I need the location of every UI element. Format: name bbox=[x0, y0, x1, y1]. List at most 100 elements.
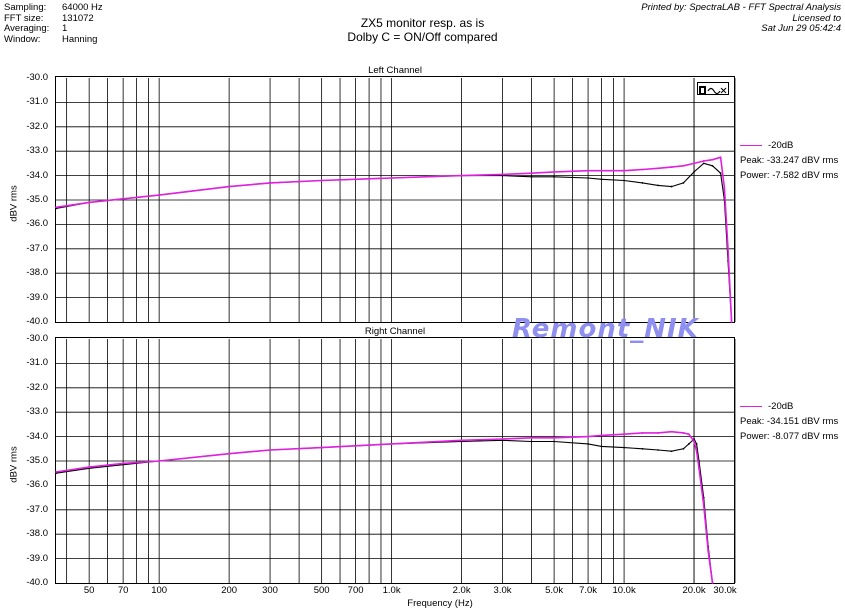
data-point bbox=[670, 185, 673, 188]
right-channel-plot bbox=[55, 339, 736, 584]
data-point bbox=[88, 466, 91, 468]
waveform-icon bbox=[697, 82, 729, 95]
data-point bbox=[693, 162, 695, 165]
y-tick-label: -34.0 bbox=[26, 430, 48, 442]
right-power: Power: -8.077 dBV rms bbox=[740, 431, 839, 442]
data-point bbox=[122, 462, 125, 465]
data-point bbox=[641, 182, 644, 184]
right-y-label: dBV rms bbox=[8, 446, 20, 483]
data-point bbox=[719, 172, 722, 175]
param-label: FFT size: bbox=[4, 12, 44, 24]
data-point bbox=[711, 158, 714, 161]
series-line-black bbox=[55, 162, 733, 323]
left-legend-entry: -20dB bbox=[740, 138, 838, 153]
x-tick-label: 50 bbox=[83, 585, 95, 596]
watermark: Remont_NIK bbox=[512, 314, 699, 344]
data-point bbox=[460, 439, 463, 442]
data-point bbox=[122, 197, 125, 200]
data-point bbox=[687, 443, 690, 445]
data-point bbox=[320, 446, 323, 449]
y-tick-label: -40.0 bbox=[26, 577, 48, 588]
y-tick-label: -38.0 bbox=[26, 528, 48, 540]
data-point bbox=[228, 185, 231, 188]
right-plot-frame bbox=[55, 337, 735, 584]
data-point bbox=[670, 450, 673, 453]
y-tick-label: -39.0 bbox=[26, 291, 48, 303]
y-tick-label: -34.0 bbox=[26, 169, 48, 181]
data-point bbox=[460, 174, 463, 177]
param-value: 131072 bbox=[62, 12, 94, 24]
x-tick-label: 30.0k bbox=[713, 585, 737, 596]
y-tick-label: -38.0 bbox=[26, 267, 48, 279]
x-tick-label: 700 bbox=[347, 585, 364, 596]
data-point bbox=[530, 175, 533, 178]
legend-series-name: -20dB bbox=[768, 140, 794, 151]
x-tick-label: 5.0k bbox=[545, 585, 564, 596]
y-tick-label: -35.0 bbox=[26, 455, 48, 466]
print-info: Printed by: SpectraLAB - FFT Spectral An… bbox=[641, 2, 841, 35]
data-point bbox=[682, 182, 685, 184]
chart-title-line2: Dolby C = ON/Off compared bbox=[347, 30, 498, 44]
y-tick-label: -30.0 bbox=[26, 72, 48, 83]
data-point bbox=[88, 201, 91, 204]
data-point bbox=[693, 440, 695, 443]
series-line-magenta bbox=[55, 430, 714, 584]
data-point bbox=[682, 432, 685, 434]
x-tick-label: 300 bbox=[262, 585, 278, 596]
right-legend: -20dB Peak: -34.151 dBV rms Power: -8.07… bbox=[740, 399, 838, 444]
left-legend: -20dB Peak: -33.247 dBV rms Power: -7.58… bbox=[740, 138, 838, 183]
params-values: 64000 Hz 131072 1 Hanning bbox=[62, 2, 103, 45]
y-tick-label: -31.0 bbox=[26, 96, 48, 108]
data-point bbox=[228, 452, 231, 455]
data-point bbox=[623, 446, 625, 449]
legend-swatch bbox=[740, 405, 762, 407]
data-point bbox=[530, 436, 533, 439]
left-plot-frame bbox=[55, 76, 735, 323]
chart-title-line1: ZX5 monitor resp. as is bbox=[360, 16, 485, 30]
data-point bbox=[695, 450, 698, 453]
right-peak: Peak: -34.151 dBV rms bbox=[740, 416, 839, 427]
data-point bbox=[530, 440, 533, 443]
data-point bbox=[711, 164, 714, 167]
right-channel-title: Right Channel bbox=[364, 326, 426, 337]
x-tick-label: 1.0k bbox=[382, 585, 401, 596]
printed-by: Printed by: SpectraLAB - FFT Spectral An… bbox=[641, 2, 841, 13]
data-point bbox=[682, 447, 685, 450]
data-point bbox=[711, 582, 714, 584]
y-tick-label: -33.0 bbox=[26, 406, 48, 418]
data-point bbox=[657, 184, 659, 187]
data-point bbox=[657, 432, 659, 434]
y-tick-label: -32.0 bbox=[26, 120, 48, 132]
x-tick-label: 20.0k bbox=[682, 585, 706, 596]
x-tick-label: 2.0k bbox=[452, 585, 471, 596]
data-point bbox=[600, 445, 603, 448]
data-point bbox=[269, 449, 271, 451]
y-tick-label: -36.0 bbox=[26, 218, 48, 230]
data-point bbox=[587, 177, 589, 179]
data-point bbox=[682, 164, 685, 167]
data-point bbox=[641, 432, 644, 434]
param-label: Sampling: bbox=[4, 2, 47, 13]
x-tick-label: 70 bbox=[117, 585, 129, 596]
data-point bbox=[55, 471, 57, 473]
data-point bbox=[623, 179, 625, 182]
data-point bbox=[693, 171, 695, 173]
data-point bbox=[390, 443, 393, 445]
data-point bbox=[657, 167, 659, 170]
data-point bbox=[587, 443, 589, 445]
data-point bbox=[501, 173, 504, 176]
y-tick-label: -32.0 bbox=[26, 381, 48, 393]
y-tick-label: -30.0 bbox=[26, 333, 48, 344]
right-legend-entry: -20dB bbox=[740, 399, 838, 414]
param-value: 64000 Hz bbox=[62, 2, 103, 13]
data-point bbox=[587, 169, 589, 172]
data-point bbox=[707, 550, 710, 553]
data-point bbox=[553, 436, 556, 439]
data-point bbox=[687, 433, 690, 436]
data-point bbox=[719, 156, 722, 159]
data-point bbox=[600, 434, 603, 437]
data-point bbox=[320, 179, 323, 182]
y-tick-label: -36.0 bbox=[26, 479, 48, 491]
data-point bbox=[553, 171, 556, 173]
param-label: Window: bbox=[4, 33, 41, 45]
